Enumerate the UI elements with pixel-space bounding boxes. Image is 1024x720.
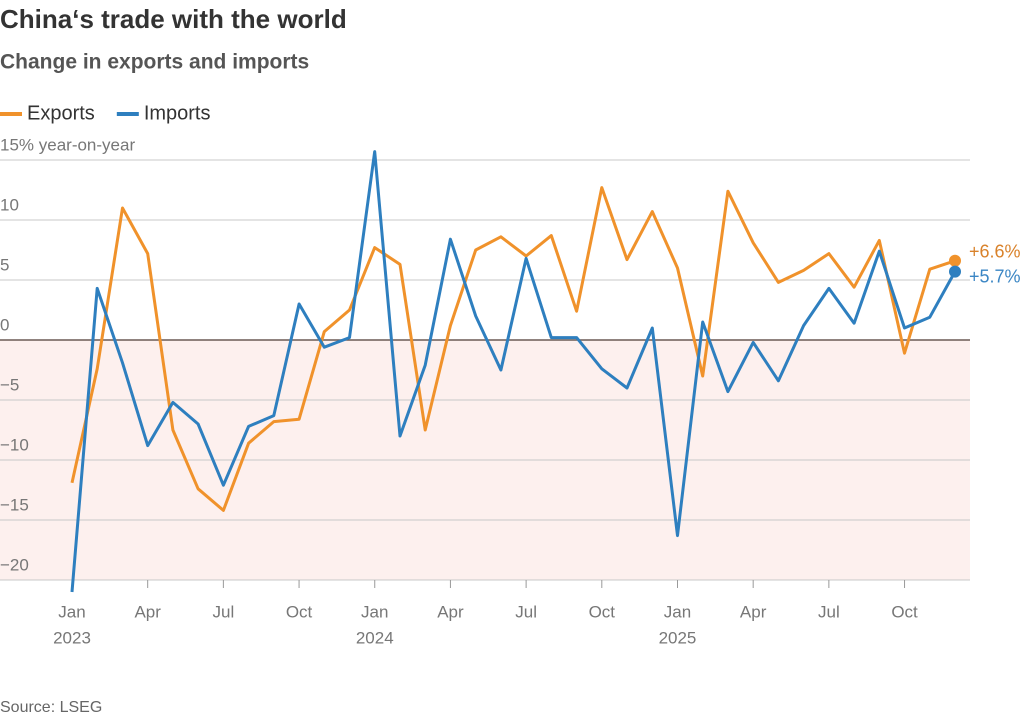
value-label: +6.6%	[969, 242, 1021, 262]
legend-label: Exports	[27, 102, 95, 124]
y-tick-label: −20	[0, 555, 29, 574]
source: Source: LSEG	[0, 699, 102, 716]
y-tick-label: 0	[0, 315, 9, 334]
chart-title: China‘s trade with the world	[0, 4, 347, 34]
x-tick-label: Apr	[437, 602, 464, 621]
x-tick-label: Jan	[58, 602, 85, 621]
end-point	[949, 265, 961, 278]
x-tick-label: Jul	[515, 602, 537, 621]
x-tick-label: Jul	[213, 602, 235, 621]
chart-subtitle: Change in exports and imports	[0, 51, 309, 74]
y-tick-label: −10	[0, 435, 29, 454]
y-tick-label: −5	[0, 375, 19, 394]
x-tick-label: Apr	[740, 602, 767, 621]
x-tick-label: Oct	[286, 602, 313, 621]
end-point	[949, 254, 961, 267]
value-label: +5.7%	[969, 266, 1021, 286]
legend-label: Imports	[144, 102, 211, 124]
x-tick-year: 2023	[53, 628, 91, 647]
y-tick-label: 10	[0, 195, 19, 214]
x-tick-label: Apr	[134, 602, 161, 621]
y-tick-label: 5	[0, 255, 9, 274]
x-tick-year: 2025	[659, 628, 697, 647]
x-tick-label: Jul	[818, 602, 840, 621]
series-line	[70, 186, 956, 512]
y-tick-label: 15% year-on-year	[0, 135, 135, 154]
series-line	[70, 150, 957, 593]
x-tick-label: Oct	[589, 602, 616, 621]
x-tick-label: Oct	[891, 602, 918, 621]
x-tick-label: Jan	[361, 602, 388, 621]
y-tick-label: −15	[0, 495, 29, 514]
x-tick-year: 2024	[356, 628, 394, 647]
x-tick-label: Jan	[664, 602, 691, 621]
